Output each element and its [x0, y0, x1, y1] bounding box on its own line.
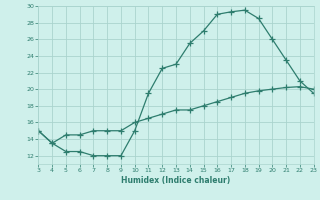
- X-axis label: Humidex (Indice chaleur): Humidex (Indice chaleur): [121, 176, 231, 185]
